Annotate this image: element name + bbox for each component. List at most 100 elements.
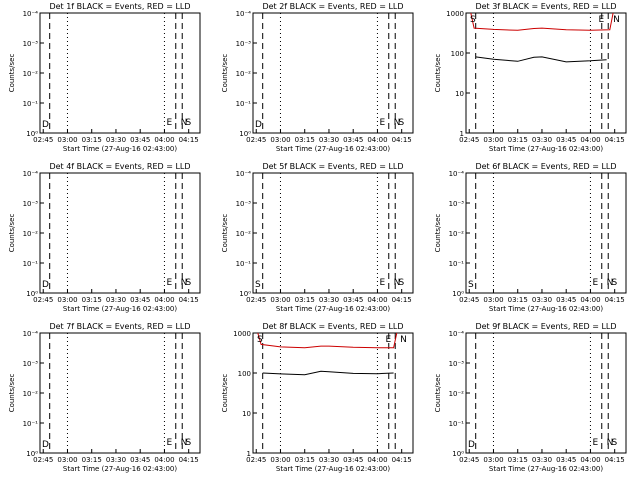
event-marker-label: S: [398, 278, 404, 288]
y-tick-label: 10⁻⁴: [449, 330, 465, 338]
y-tick-label: 10⁻¹: [23, 420, 39, 428]
event-marker-label: D: [255, 120, 262, 130]
chart-panel-2: Det 2f BLACK = Events, RED = LLD 10⁰ 10⁻¹ 1…: [221, 2, 414, 153]
x-tick-label: 04:15: [605, 136, 625, 144]
event-marker-label: N: [394, 118, 401, 128]
event-marker-label: E: [379, 278, 385, 288]
y-tick-label: 10⁻⁴: [236, 170, 252, 178]
x-tick-label: 03:15: [508, 296, 528, 304]
x-axis-label: Start Time (27-Aug-16 02:43:00): [276, 145, 390, 153]
x-tick-label: 03:30: [532, 456, 552, 464]
y-tick-label: 10⁻³: [449, 360, 465, 368]
y-tick-label: 100: [451, 50, 464, 58]
x-tick-label: 03:00: [57, 456, 77, 464]
x-tick-label: 03:30: [532, 296, 552, 304]
y-axis-label: Counts/sec: [434, 374, 442, 413]
x-tick-label: 03:30: [319, 296, 339, 304]
event-marker-label: N: [607, 438, 614, 448]
x-tick-label: 04:15: [605, 296, 625, 304]
event-marker-label: N: [181, 438, 188, 448]
y-tick-label: 10⁻¹: [23, 100, 39, 108]
y-tick-label: 10⁰: [26, 130, 38, 138]
y-axis-label: Counts/sec: [221, 54, 229, 93]
event-marker-label: S: [470, 15, 476, 25]
y-tick-label: 1000: [233, 330, 251, 338]
x-tick-label: 04:00: [154, 456, 174, 464]
y-tick-label: 10⁻⁴: [23, 10, 39, 18]
chart-title: Det 8f BLACK = Events, RED = LLD: [262, 322, 403, 331]
y-tick-label: 10⁻³: [236, 40, 252, 48]
event-marker-label: S: [257, 335, 263, 345]
y-tick-label: 10⁻²: [23, 230, 39, 238]
x-axis-label: Start Time (27-Aug-16 02:43:00): [276, 305, 390, 313]
x-tick-label: 04:15: [392, 296, 412, 304]
x-tick-label: 03:15: [295, 296, 315, 304]
event-marker-label: D: [42, 440, 49, 450]
x-tick-label: 04:15: [605, 456, 625, 464]
chart-title: Det 2f BLACK = Events, RED = LLD: [262, 2, 403, 11]
event-marker-label: N: [181, 278, 188, 288]
event-marker-label: S: [255, 280, 261, 290]
x-tick-label: 03:45: [556, 456, 576, 464]
y-tick-label: 10⁻⁴: [23, 170, 39, 178]
chart-panel-3: Det 3f BLACK = Events, RED = LLD 1 10 100 10…: [434, 2, 627, 153]
x-axis-label: Start Time (27-Aug-16 02:43:00): [63, 145, 177, 153]
x-tick-label: 03:00: [57, 296, 77, 304]
x-tick-label: 03:00: [483, 296, 503, 304]
event-marker-label: S: [185, 278, 191, 288]
x-axis-label: Start Time (27-Aug-16 02:43:00): [276, 465, 390, 473]
x-tick-label: 04:00: [367, 296, 387, 304]
event-marker-label: N: [607, 278, 614, 288]
event-marker-label: S: [611, 438, 617, 448]
event-marker-label: E: [379, 118, 385, 128]
y-axis-label: Counts/sec: [434, 214, 442, 253]
chart-title: Det 6f BLACK = Events, RED = LLD: [475, 162, 616, 171]
y-tick-label: 10⁰: [239, 290, 251, 298]
event-marker-label: E: [386, 335, 392, 345]
y-tick-label: 1000: [446, 10, 464, 18]
chart-panel-7: Det 7f BLACK = Events, RED = LLD 10⁰ 10⁻¹ 1…: [8, 322, 201, 473]
chart-panel-6: Det 6f BLACK = Events, RED = LLD 10⁰ 10⁻¹ 1…: [434, 162, 627, 313]
y-axis-label: Counts/sec: [8, 54, 16, 93]
x-tick-label: 04:00: [580, 136, 600, 144]
event-marker-label: N: [613, 15, 620, 25]
event-marker-label: S: [468, 280, 474, 290]
y-axis-label: Counts/sec: [8, 374, 16, 413]
x-tick-label: 03:00: [270, 296, 290, 304]
x-tick-label: 04:00: [580, 296, 600, 304]
x-tick-label: 03:45: [343, 136, 363, 144]
chart-title: Det 4f BLACK = Events, RED = LLD: [49, 162, 190, 171]
y-tick-label: 10⁻³: [23, 40, 39, 48]
y-tick-label: 100: [238, 370, 251, 378]
y-axis-label: Counts/sec: [8, 214, 16, 253]
event-marker-label: E: [166, 438, 172, 448]
y-axis-label: Counts/sec: [434, 54, 442, 93]
y-tick-label: 10⁻⁴: [236, 10, 252, 18]
x-tick-label: 02:45: [459, 456, 479, 464]
x-tick-label: 04:00: [580, 456, 600, 464]
x-tick-label: 03:30: [106, 136, 126, 144]
event-marker-label: N: [400, 335, 407, 345]
x-tick-label: 02:45: [33, 136, 53, 144]
chart-title: Det 1f BLACK = Events, RED = LLD: [49, 2, 190, 11]
x-tick-label: 04:00: [154, 136, 174, 144]
y-axis-label: Counts/sec: [221, 374, 229, 413]
x-tick-label: 04:00: [367, 456, 387, 464]
y-tick-label: 10: [455, 90, 464, 98]
x-tick-label: 03:15: [82, 296, 102, 304]
y-tick-label: 10⁻¹: [236, 100, 252, 108]
chart-panel-4: Det 4f BLACK = Events, RED = LLD 10⁰ 10⁻¹ 1…: [8, 162, 201, 313]
event-marker-label: S: [398, 118, 404, 128]
x-tick-label: 03:00: [270, 456, 290, 464]
y-tick-label: 1: [460, 130, 464, 138]
x-axis-label: Start Time (27-Aug-16 02:43:00): [489, 305, 603, 313]
event-marker-label: S: [185, 438, 191, 448]
y-tick-label: 1: [247, 450, 251, 458]
y-tick-label: 10⁻¹: [236, 260, 252, 268]
x-tick-label: 02:45: [459, 136, 479, 144]
x-tick-label: 03:15: [82, 456, 102, 464]
x-tick-label: 03:45: [343, 456, 363, 464]
x-axis-label: Start Time (27-Aug-16 02:43:00): [63, 305, 177, 313]
y-tick-label: 10⁻²: [23, 70, 39, 78]
